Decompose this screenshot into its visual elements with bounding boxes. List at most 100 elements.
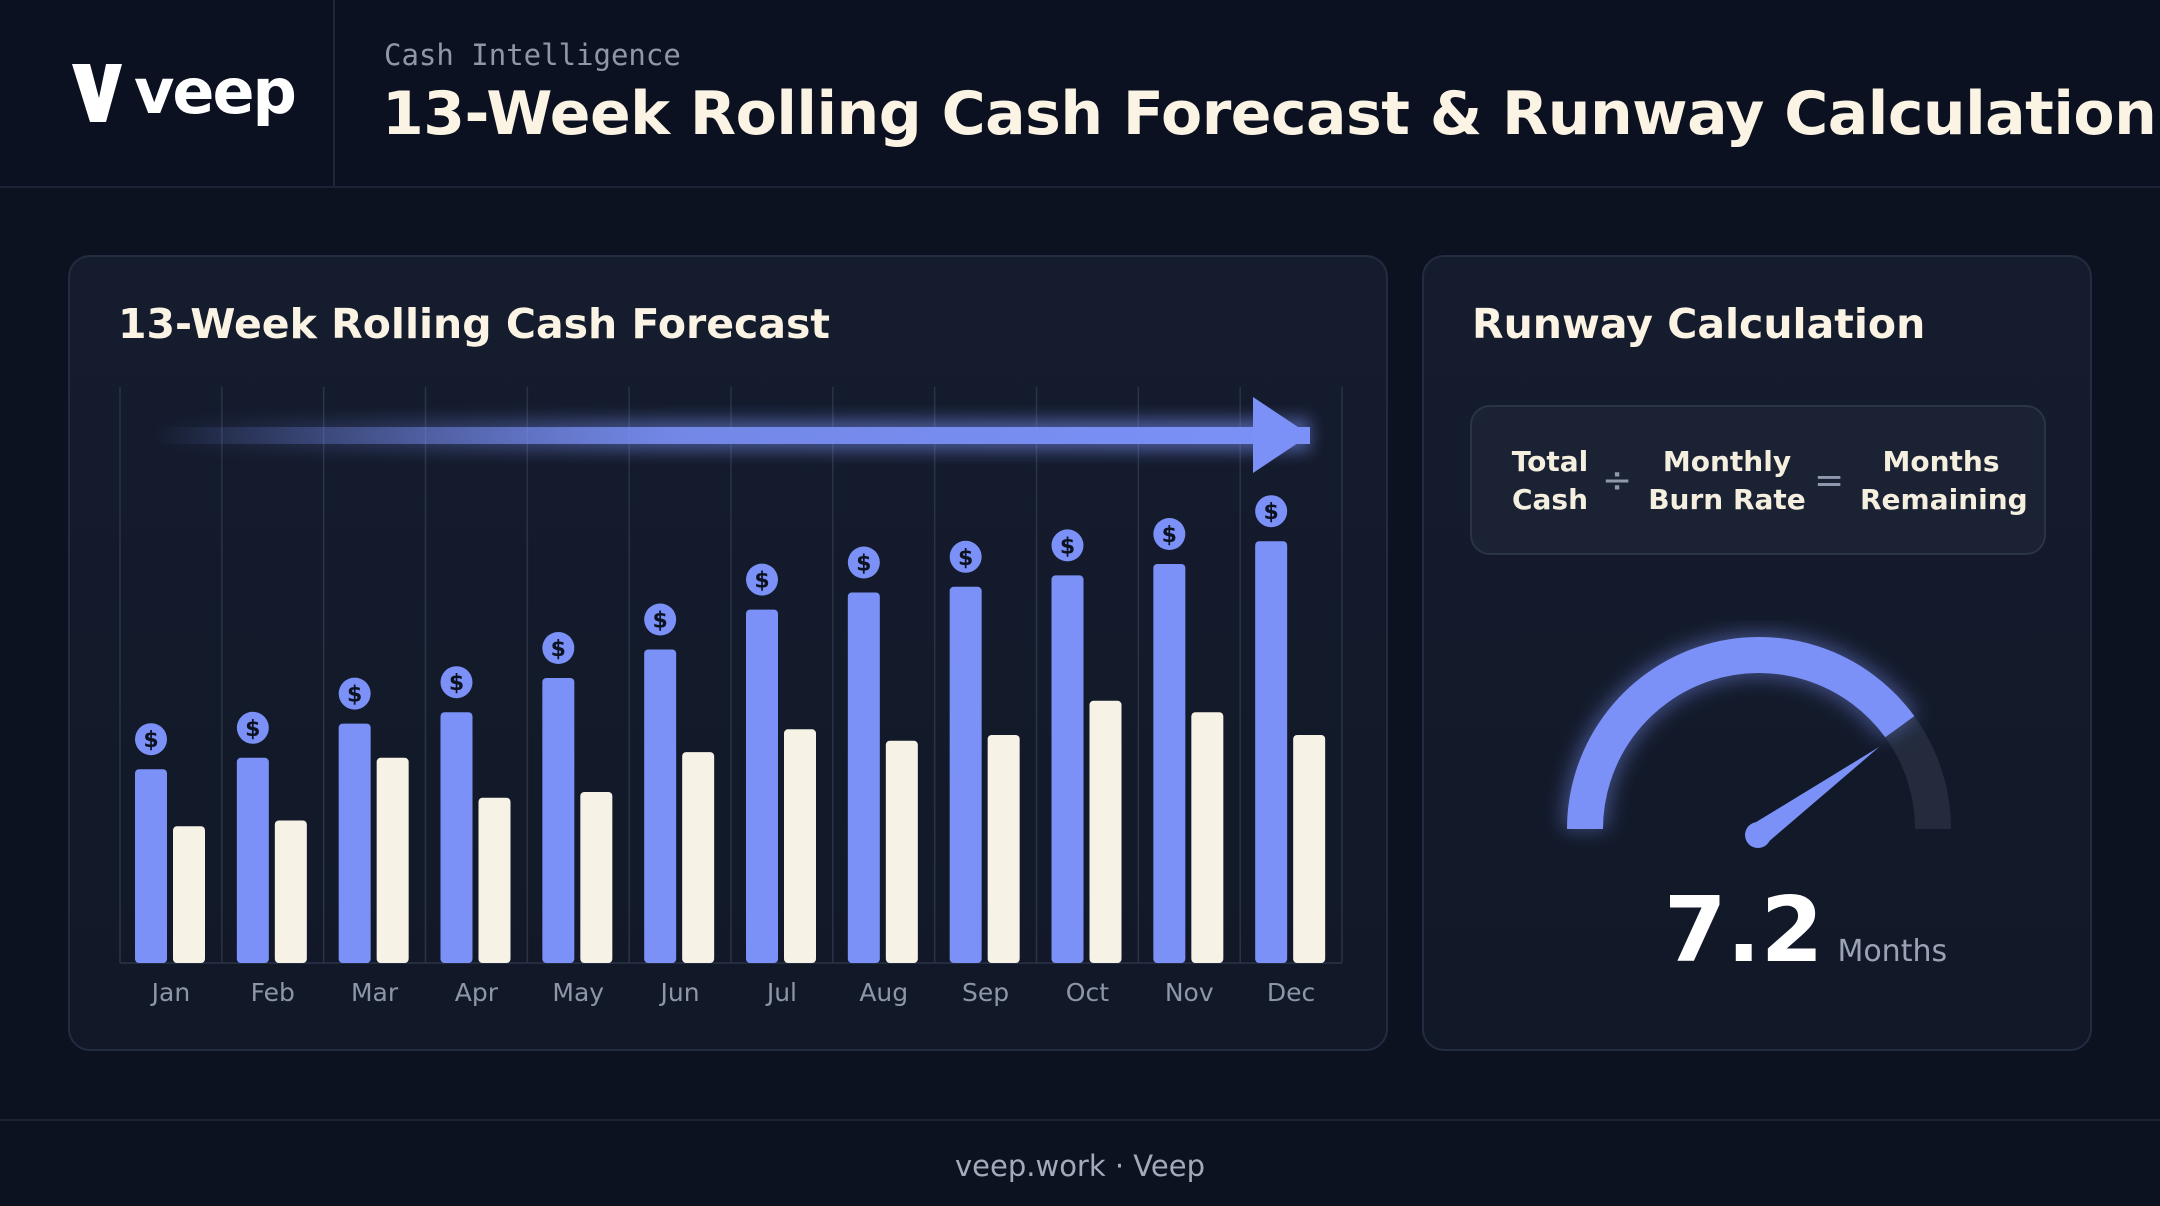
coin-symbol: $ — [958, 546, 973, 571]
coin-circle — [440, 666, 473, 699]
bar-cash-in-jan[interactable] — [135, 769, 167, 963]
runway-readout: 7.2 Months — [1664, 881, 1947, 981]
bar-cash-out-sep[interactable] — [987, 735, 1020, 963]
coin-circle — [135, 723, 167, 756]
dollar-coin-icon: $ — [949, 540, 982, 573]
runway-formula: Total Cash ÷ Monthly Burn Rate = Months … — [1470, 405, 2046, 555]
x-tick-label: Apr — [455, 978, 499, 1007]
coin-circle — [1255, 495, 1288, 528]
bar-cash-out-mar[interactable] — [376, 757, 409, 963]
equals-icon: = — [1814, 460, 1845, 501]
dollar-coin-icon: $ — [542, 632, 575, 664]
coin-symbol: $ — [551, 637, 566, 662]
bar-cash-out-dec[interactable] — [1293, 735, 1326, 963]
coin-circle — [746, 563, 778, 596]
bar-cash-out-nov[interactable] — [1191, 712, 1224, 963]
page-title: 13-Week Rolling Cash Forecast & Runway C… — [382, 79, 2157, 149]
trend-arrow-shaft — [152, 427, 1310, 444]
formula-term-label: Total Cash — [1511, 445, 1589, 516]
coin-circle — [949, 540, 982, 573]
bar-cash-in-feb[interactable] — [236, 757, 269, 963]
coin-circle — [1153, 518, 1186, 550]
formula-monthly-burn-rate: Monthly Burn Rate — [1642, 443, 1812, 519]
coin-symbol: $ — [653, 609, 668, 634]
coin-circle — [847, 546, 880, 579]
formula-months-remaining: Months Remaining — [1860, 443, 2028, 519]
bar-cash-out-oct[interactable] — [1089, 700, 1122, 963]
x-tick-label: Jun — [659, 978, 700, 1007]
bar-cash-in-sep[interactable] — [949, 586, 982, 963]
header-divider — [333, 0, 335, 186]
runway-unit: Months — [1837, 934, 1948, 969]
bar-cash-out-aug[interactable] — [885, 740, 918, 963]
bar-cash-out-jul[interactable] — [784, 729, 816, 963]
coin-symbol: $ — [1162, 523, 1177, 548]
bar-cash-in-aug[interactable] — [847, 592, 880, 964]
bar-cash-out-feb[interactable] — [274, 820, 307, 964]
x-tick-label: May — [552, 978, 604, 1007]
bar-cash-out-may[interactable] — [580, 792, 613, 963]
dollar-coin-icon: $ — [847, 546, 880, 579]
gauge-fill — [1567, 637, 1915, 830]
gauge-needle — [1745, 746, 1880, 848]
runway-card-title: Runway Calculation — [1472, 300, 1926, 348]
bar-cash-out-jan[interactable] — [173, 826, 205, 963]
bar-cash-in-jun[interactable] — [644, 649, 677, 964]
bar-cash-in-mar[interactable] — [338, 723, 371, 963]
dollar-coin-icon: $ — [135, 723, 167, 756]
coin-symbol: $ — [1264, 500, 1279, 525]
dollar-coin-icon: $ — [236, 711, 269, 744]
x-tick-label: Oct — [1066, 978, 1109, 1007]
cash-forecast-chart: $ $ $ $ $ $ $ $ $ $ $ $ Jan Feb Mar Apr May Jun Jul Aug Sep… — [119, 387, 1343, 1007]
dollar-coin-icon: $ — [1051, 529, 1084, 562]
divide-icon: ÷ — [1602, 460, 1633, 501]
trend-arrow-head — [1253, 397, 1310, 473]
coin-circle — [1051, 529, 1084, 562]
formula-term-label: Monthly Burn Rate — [1648, 445, 1806, 516]
coin-symbol: $ — [449, 671, 464, 696]
brand-name: veep — [134, 55, 297, 128]
x-tick-label: Jul — [765, 978, 797, 1007]
veep-v-logo-icon — [72, 64, 122, 122]
bar-cash-in-dec[interactable] — [1255, 541, 1288, 963]
bar-cash-in-nov[interactable] — [1153, 564, 1186, 963]
forecast-card: $ $ $ $ $ $ $ $ $ $ $ $ Jan Feb Mar Apr May Jun Jul Aug Sep… — [68, 255, 1388, 1051]
x-tick-label: Feb — [251, 978, 295, 1007]
coin-symbol: $ — [856, 552, 871, 577]
bar-cash-out-apr[interactable] — [478, 797, 511, 963]
dollar-coin-icon: $ — [1255, 495, 1288, 528]
coin-circle — [236, 711, 269, 744]
bar-cash-in-oct[interactable] — [1051, 575, 1084, 963]
needle-hub — [1745, 822, 1771, 848]
formula-total-cash: Total Cash — [1508, 443, 1592, 519]
forecast-card-title: 13-Week Rolling Cash Forecast — [118, 300, 830, 348]
bar-cash-out-jun[interactable] — [682, 752, 715, 963]
needle-pointer — [1750, 746, 1880, 845]
coin-symbol: $ — [347, 683, 362, 708]
footer-divider — [0, 1119, 2160, 1121]
x-tick-label: Mar — [351, 978, 399, 1007]
coin-symbol: $ — [143, 728, 158, 753]
dollar-coin-icon: $ — [1153, 518, 1186, 550]
header-bar: veep Cash Intelligence 13-Week Rolling C… — [0, 0, 2160, 188]
formula-term-label: Months Remaining — [1860, 445, 2028, 516]
bar-cash-in-jul[interactable] — [746, 609, 778, 963]
runway-value: 7.2 — [1664, 878, 1824, 983]
x-tick-label: Nov — [1165, 978, 1214, 1007]
page-eyebrow: Cash Intelligence — [384, 38, 681, 72]
coin-symbol: $ — [245, 717, 260, 742]
coin-circle — [542, 632, 575, 664]
bar-cash-in-apr[interactable] — [440, 712, 473, 963]
x-tick-label: Jan — [150, 978, 191, 1007]
runway-gauge — [1563, 633, 1951, 848]
x-tick-label: Aug — [859, 978, 908, 1007]
dollar-coin-icon: $ — [746, 563, 778, 596]
coin-circle — [644, 603, 677, 636]
brand-logo[interactable]: veep — [68, 55, 297, 128]
coin-symbol: $ — [1060, 534, 1075, 559]
bar-cash-in-may[interactable] — [542, 678, 575, 963]
x-tick-label: Dec — [1267, 978, 1315, 1007]
trend-arrow — [152, 397, 1310, 473]
dollar-coin-icon: $ — [338, 677, 371, 710]
coin-circle — [338, 677, 371, 710]
